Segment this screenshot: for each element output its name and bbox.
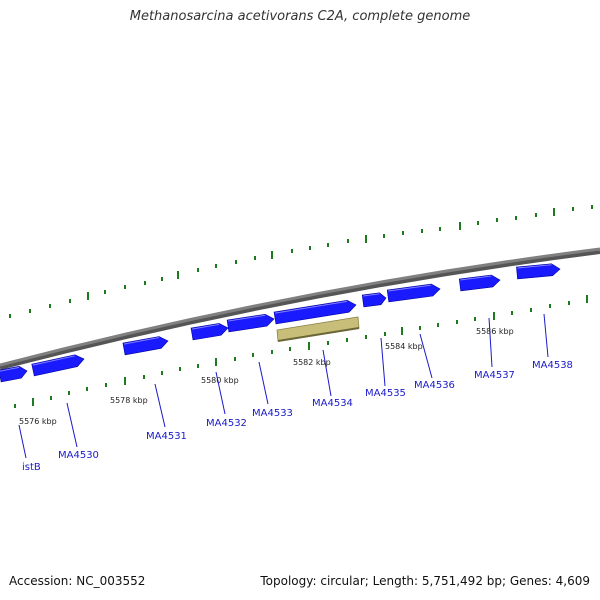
gene-arrow: [386, 283, 441, 303]
gene-arrow: [361, 292, 387, 308]
map-title: Methanosarcina acetivorans C2A, complete…: [129, 9, 471, 24]
gene-arrow: [226, 313, 275, 333]
gene-arrow: [31, 354, 85, 377]
gene-leader-line: [154, 383, 166, 428]
backbone-line: [0, 247, 600, 367]
gene-leader-line: [322, 349, 332, 397]
gene-label: MA4531: [146, 431, 187, 442]
gene-leader-line: [488, 317, 493, 368]
gene-label: MA4533: [252, 408, 293, 419]
gene-leader-line: [215, 371, 226, 415]
backbone-shadow: [0, 250, 600, 370]
gene-label: MA4534: [312, 398, 353, 409]
gene-label: MA4536: [414, 380, 455, 391]
ruler-label: 5586 kbp: [476, 327, 514, 336]
gene-leader-line: [380, 337, 386, 387]
gene-leader-line: [18, 424, 27, 459]
ruler-label: 5584 kbp: [385, 342, 423, 351]
ruler-label: 5576 kbp: [19, 417, 57, 426]
ruler-label: 5582 kbp: [293, 358, 331, 367]
gene-label: MA4530: [58, 450, 99, 461]
accession-text: Accession: NC_003552: [9, 574, 146, 588]
gene-label: MA4537: [474, 370, 515, 381]
gene-arrow: [122, 336, 169, 356]
gene-leader-line: [543, 313, 549, 358]
gene-leader-line: [258, 361, 269, 405]
gene-label: MA4538: [532, 360, 573, 371]
genome-summary-text: Topology: circular; Length: 5,751,492 bp…: [260, 574, 590, 588]
upper-tick-track: [9, 205, 593, 318]
gene-label: MA4535: [365, 388, 406, 399]
gene-leader-line: [419, 333, 433, 379]
gene-label: istB: [22, 462, 41, 473]
gene-leader-line: [66, 402, 78, 448]
ruler-label: 5580 kbp: [201, 376, 239, 385]
gene-arrow: [273, 300, 357, 325]
ruler-label: 5578 kbp: [110, 396, 148, 405]
lower-ruler-track: [14, 295, 588, 408]
gene-label: MA4532: [206, 418, 247, 429]
